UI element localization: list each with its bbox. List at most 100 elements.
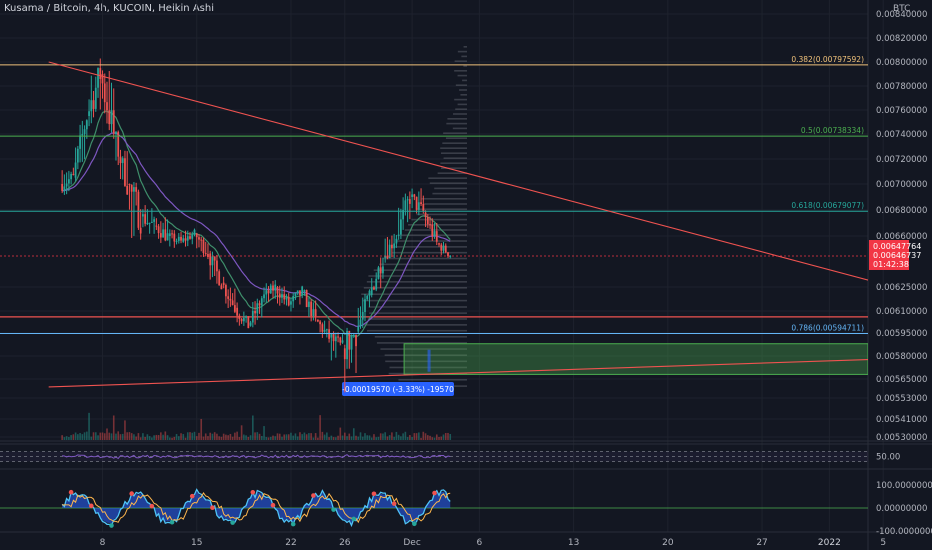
volume-bar [90, 436, 93, 440]
candle-body [88, 111, 90, 116]
volume-bar [117, 431, 120, 440]
y-tick-label: 0.00610000 [876, 307, 927, 317]
candle-body [216, 260, 218, 272]
volume-profile-bar [443, 157, 467, 159]
candle-body [213, 256, 216, 261]
candle-body [198, 237, 200, 240]
fib-level-label: 0.5(0.00738334) [801, 126, 864, 135]
volume-bar [355, 435, 357, 440]
volume-bar [121, 433, 124, 440]
candle-body [415, 196, 418, 210]
volume-bar [254, 432, 256, 440]
candle-body [267, 290, 270, 294]
candle-body [148, 222, 151, 224]
volume-bar [99, 432, 102, 440]
volume-bar [243, 434, 245, 440]
zone-layer: -0.00019570 (-3.33%) -19570 [0, 316, 868, 396]
candle-body [130, 184, 133, 192]
candle-body [110, 110, 113, 125]
candle-body [209, 253, 212, 266]
volume-bar [299, 432, 301, 440]
volume-bar [357, 436, 360, 440]
candle-body [332, 333, 335, 342]
x-tick-label: 5 [880, 538, 886, 548]
volume-bar [424, 433, 427, 440]
volume-bar [153, 435, 155, 440]
volume-bar [269, 436, 272, 440]
candle-body [254, 310, 256, 314]
candle-body [245, 316, 247, 318]
x-tick-label: 22 [285, 538, 296, 548]
y-tick-label: 0.00720000 [876, 155, 927, 165]
candle-body [162, 229, 164, 238]
volume-profile-bar [453, 113, 467, 115]
osc-signal-dot [391, 501, 397, 506]
candle-body [337, 336, 339, 338]
volume-bar [77, 434, 79, 440]
volume-bar [332, 437, 335, 440]
osc-signal-dot [351, 516, 357, 522]
candle-body [435, 231, 438, 242]
candle-body [92, 100, 95, 109]
candle-body [186, 236, 189, 241]
volume-bar [285, 434, 288, 440]
candle-body [305, 290, 308, 307]
volume-profile-bar [457, 50, 467, 53]
volume-bar [433, 437, 436, 440]
candle-body [444, 245, 447, 253]
volume-bar [308, 433, 310, 440]
volume-bar [70, 435, 72, 440]
volume-profile-bar [455, 84, 467, 86]
volume-profile-bar [434, 187, 467, 190]
volume-profile-bar [362, 299, 467, 302]
volume-profile-bar [374, 336, 467, 338]
candle-body [76, 148, 79, 163]
candle-body [393, 243, 396, 249]
volume-profile-bar [428, 177, 467, 179]
volume-profile-bar [462, 79, 467, 82]
volume-bar [166, 435, 169, 440]
volume-profile-bar [454, 98, 467, 101]
candle-body [348, 330, 351, 350]
ema-slow-line [62, 132, 451, 327]
volume-bar [216, 433, 218, 440]
volume-bar [422, 431, 425, 440]
candle-body [379, 267, 382, 274]
volume-bar [431, 437, 434, 440]
volume-bar [94, 432, 97, 440]
fib-level-label: 0.382(0.00797592) [791, 55, 864, 64]
candle-body [175, 240, 178, 242]
volume-profile-bar [392, 251, 467, 254]
countdown-label: 01:42:38 [873, 260, 909, 269]
candle-body [283, 294, 286, 300]
volume-bar [415, 433, 418, 440]
candle-body [287, 297, 290, 306]
volume-profile-bar [380, 348, 467, 350]
candle-body [115, 131, 117, 134]
volume-bar [213, 432, 216, 440]
volume-profile-bar [459, 89, 467, 91]
candle-body [126, 185, 129, 195]
candle-body [422, 204, 425, 212]
candle-body [150, 221, 153, 223]
volume-bar [157, 434, 160, 440]
candle-body [285, 297, 288, 300]
volume-bar [303, 432, 306, 440]
volume-profile-bar [411, 218, 467, 221]
candle-body [292, 296, 295, 302]
candle-body [182, 238, 185, 242]
demand-zone [403, 343, 868, 375]
volume-bar [364, 433, 366, 440]
candle-body [265, 290, 268, 295]
candle-body [229, 298, 232, 301]
volume-profile-bar [416, 213, 467, 216]
candle-body [413, 194, 416, 197]
candle-body [339, 337, 342, 343]
candle-body [193, 229, 196, 235]
candle-body [301, 286, 304, 296]
volume-bar [319, 415, 321, 440]
trend-layer [48, 61, 868, 388]
osc-tick-label: 0.00000000 [876, 504, 927, 514]
